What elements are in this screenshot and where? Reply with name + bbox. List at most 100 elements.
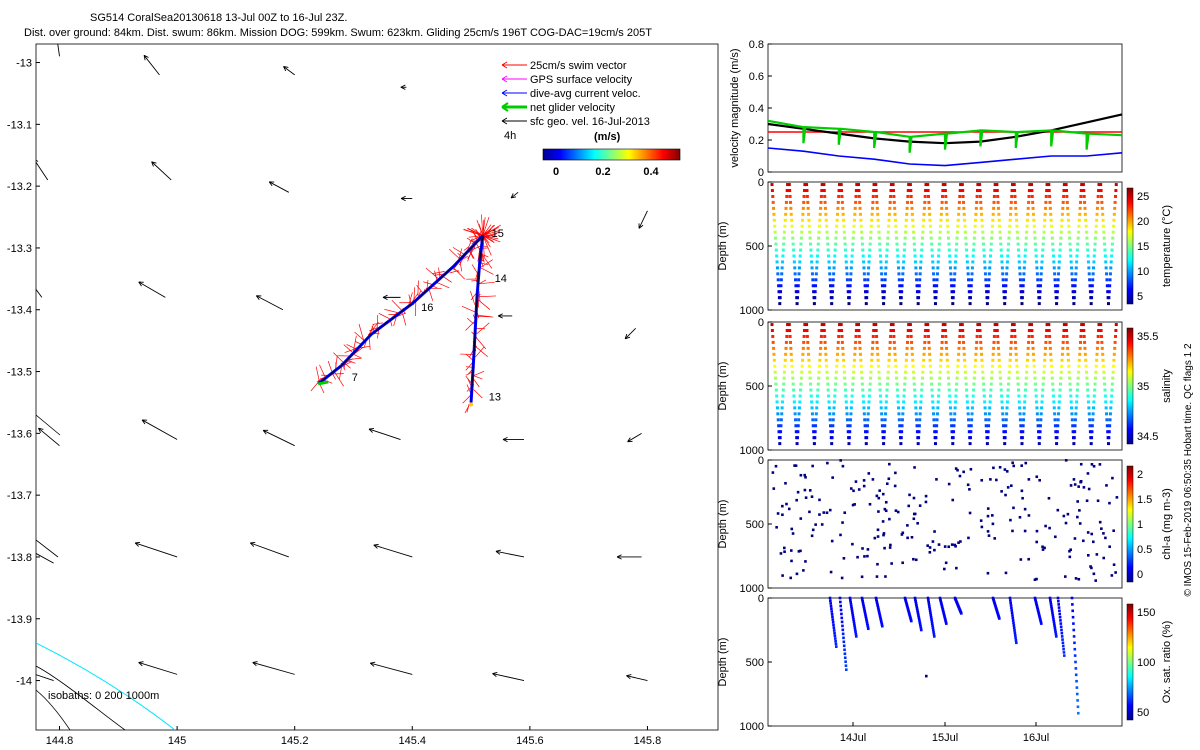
- depth-point: [820, 523, 824, 526]
- depth-point: [839, 459, 842, 462]
- depth-point: [1078, 346, 1082, 350]
- depth-point: [878, 382, 882, 386]
- depth-point: [1039, 418, 1043, 422]
- velocity-series-net: [767, 119, 1123, 153]
- depth-point: [820, 183, 824, 187]
- depth-point: [1022, 266, 1026, 270]
- sfc-vector: [252, 662, 295, 675]
- depth-point: [1092, 266, 1096, 270]
- depth-point: [924, 189, 928, 193]
- depth-point: [991, 358, 995, 362]
- depth-point: [1055, 302, 1059, 306]
- depth-point: [935, 478, 938, 481]
- time-tick-label: 14Jul: [840, 732, 866, 744]
- depth-point: [842, 557, 846, 560]
- depth-point: [993, 537, 997, 540]
- depth-point: [927, 346, 931, 350]
- depth-point: [970, 418, 974, 422]
- depth-point: [876, 352, 880, 356]
- depth-point: [1044, 346, 1048, 350]
- depth-point: [906, 524, 909, 527]
- depth-tick-label: 1000: [740, 445, 764, 457]
- depth-point: [915, 603, 918, 607]
- swim-vector: [408, 294, 412, 305]
- depth-point: [878, 615, 882, 619]
- depth-point: [901, 272, 905, 276]
- depth-point: [979, 346, 983, 350]
- depth-point: [849, 278, 853, 282]
- depth-point: [778, 442, 782, 446]
- depth-point: [950, 284, 954, 288]
- swim-vector: [475, 346, 485, 358]
- depth-point: [804, 560, 807, 563]
- depth-point: [797, 418, 801, 422]
- depth-point: [968, 436, 972, 440]
- depth-point: [1042, 364, 1046, 368]
- depth-point: [1062, 514, 1066, 518]
- depth-point: [1039, 272, 1043, 276]
- depth-point: [993, 323, 997, 327]
- depth-point: [1086, 400, 1090, 404]
- swim-vector: [335, 355, 338, 370]
- depth-point: [888, 340, 892, 344]
- depth-point: [970, 278, 974, 282]
- depth-point: [1025, 218, 1029, 222]
- depth-point: [998, 236, 1002, 240]
- depth-point: [861, 600, 864, 603]
- depth-point: [916, 612, 920, 616]
- depth-point: [1014, 212, 1018, 216]
- depth-point: [804, 475, 807, 479]
- depth-point: [917, 614, 920, 618]
- depth-point: [865, 296, 869, 300]
- sfc-vector-head: [138, 281, 144, 287]
- depth-point: [786, 183, 790, 187]
- depth-point: [1057, 412, 1061, 416]
- depth-point: [824, 358, 828, 362]
- depth-points: [771, 459, 1119, 582]
- depth-point: [1050, 364, 1054, 368]
- depth-point: [825, 364, 829, 368]
- depth-point: [831, 424, 835, 428]
- depth-point: [1051, 242, 1055, 246]
- depth-point: [899, 436, 903, 440]
- depth-point: [884, 406, 888, 410]
- depth-point: [1089, 302, 1093, 306]
- depth-point: [900, 533, 904, 536]
- depth-point: [810, 400, 814, 404]
- depth-point: [814, 278, 818, 282]
- depth-point: [1038, 424, 1042, 428]
- depth-point: [981, 230, 985, 234]
- depth-point: [820, 323, 824, 327]
- depth-point: [842, 640, 846, 644]
- depth-ylabel: Depth (m): [717, 500, 729, 549]
- depth-point: [831, 278, 835, 282]
- depth-point: [822, 323, 826, 327]
- depth-point: [807, 224, 811, 228]
- depth-point: [932, 630, 935, 634]
- depth-point: [891, 323, 895, 327]
- swim-vector: [452, 266, 465, 280]
- depth-point: [896, 394, 900, 398]
- depth-point: [991, 514, 994, 517]
- depth-point: [869, 376, 873, 380]
- depth-point: [1038, 430, 1042, 434]
- depth-point: [1003, 468, 1007, 471]
- depth-point: [1082, 539, 1085, 543]
- depth-point: [1070, 266, 1074, 270]
- depth-point: [928, 550, 932, 554]
- depth-point: [832, 406, 836, 410]
- depth-point: [869, 236, 873, 240]
- depth-point: [901, 531, 905, 535]
- depth-point: [1102, 230, 1106, 234]
- depth-point: [1060, 358, 1064, 362]
- depth-point: [1079, 462, 1083, 466]
- depth-point: [951, 302, 955, 306]
- depth-point: [837, 189, 841, 193]
- depth-point: [781, 574, 784, 577]
- depth-point: [948, 260, 952, 264]
- depth-point: [875, 601, 879, 604]
- depth-point: [986, 290, 990, 294]
- depth-point: [882, 436, 886, 440]
- depth-point: [1000, 254, 1004, 258]
